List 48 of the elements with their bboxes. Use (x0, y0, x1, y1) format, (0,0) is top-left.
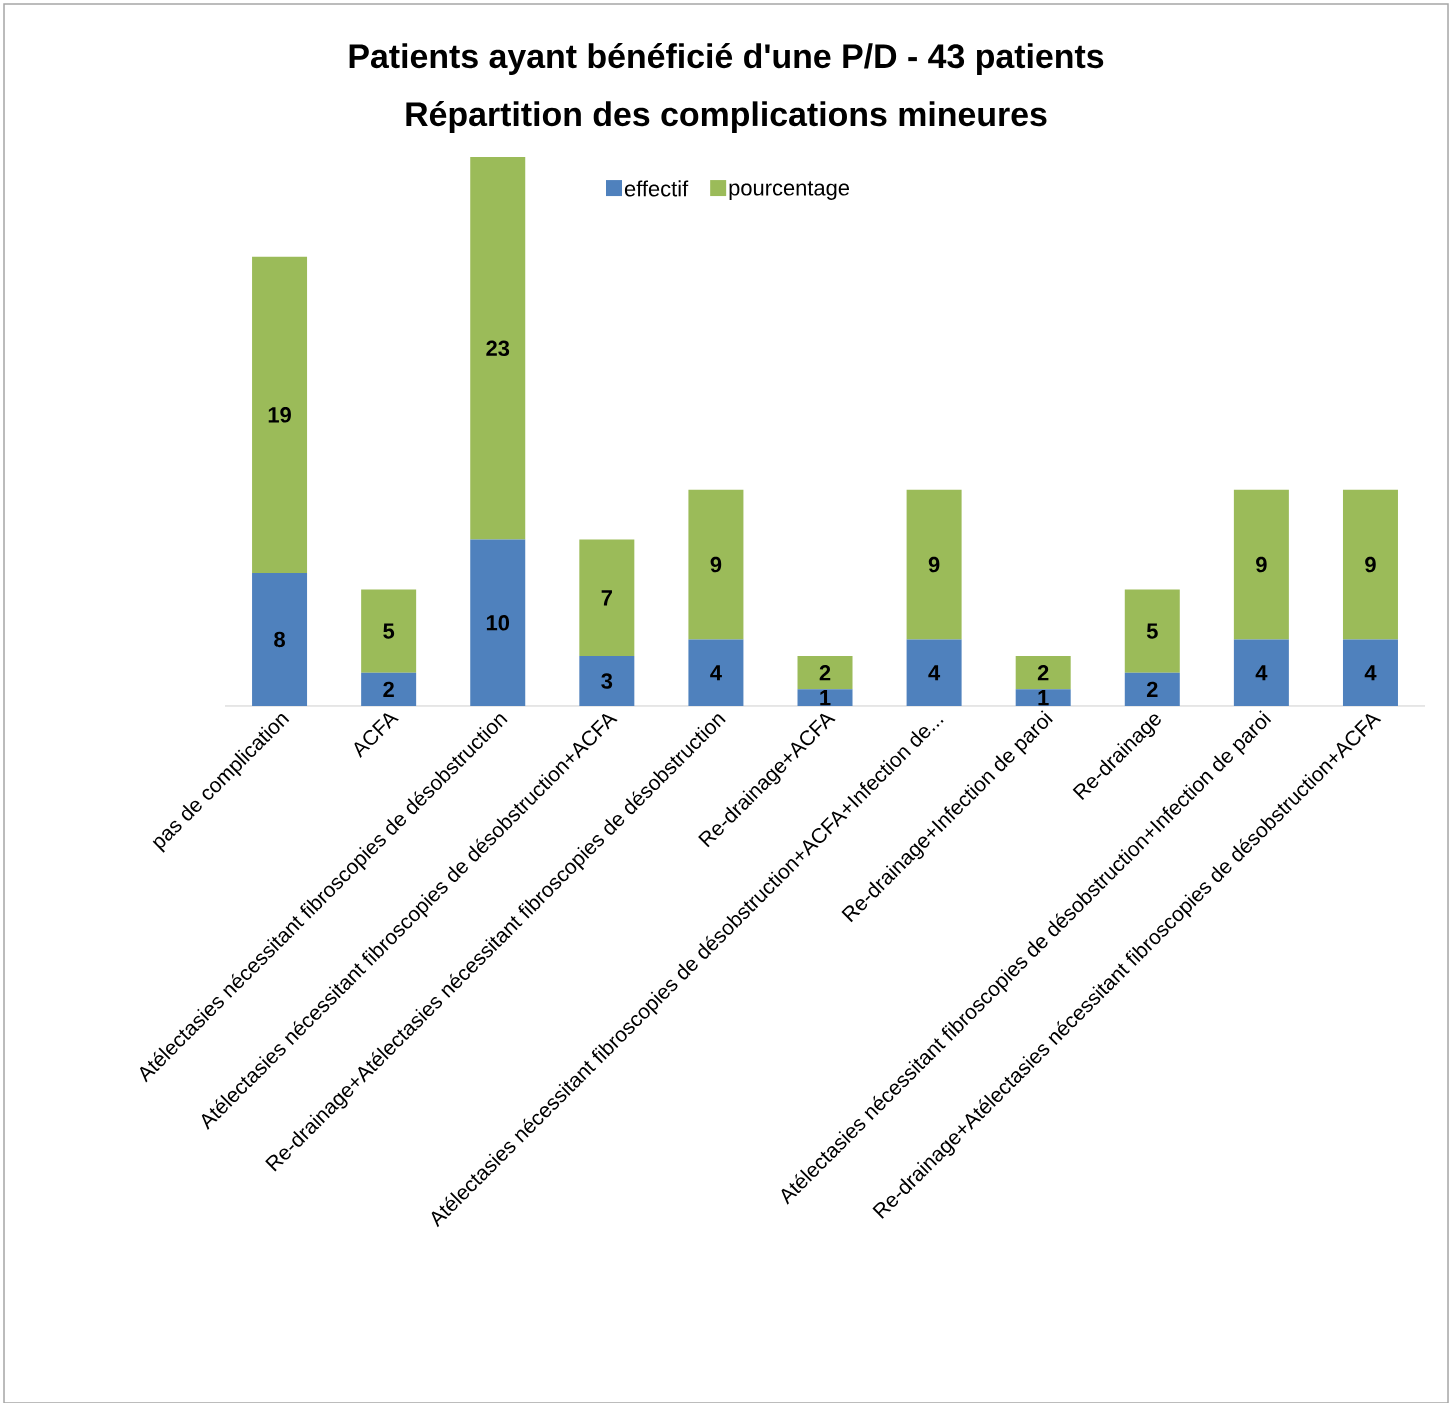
bar (1233, 489, 1289, 640)
data-label: 1 (820, 690, 831, 706)
data-label: 7 (601, 590, 612, 606)
data-label: 2 (1037, 665, 1049, 681)
bar (579, 656, 635, 706)
bar (252, 256, 308, 573)
bar (1124, 672, 1180, 706)
bar (906, 489, 962, 640)
bar (361, 589, 417, 673)
bar (579, 539, 635, 657)
bar (1342, 639, 1398, 706)
chart-title: Patients ayant bénéficié d'une P/D - 43 patients (349, 43, 1104, 75)
bar (1342, 489, 1398, 640)
data-label: 9 (710, 556, 722, 573)
data-label: 1 (1038, 690, 1049, 706)
data-label: 5 (1146, 623, 1158, 639)
data-label: 4 (1364, 665, 1377, 681)
bar (1233, 639, 1289, 706)
bar (470, 156, 526, 540)
legend-label: pourcentage (729, 181, 850, 200)
bar (1015, 689, 1071, 706)
data-label: 4 (928, 665, 941, 681)
legend-label: effectif (624, 180, 689, 197)
bar (688, 639, 744, 706)
data-label: 8 (274, 631, 285, 648)
bar (470, 539, 526, 706)
data-label: 2 (819, 665, 831, 681)
bar (361, 672, 417, 706)
bar (688, 489, 744, 640)
data-label: 2 (1146, 681, 1158, 697)
chart-subtitle: Répartition des complications mineures (406, 101, 1047, 133)
data-label: 9 (1365, 556, 1376, 573)
data-label: 19 (268, 407, 291, 423)
data-label: 4 (710, 665, 722, 681)
bar (252, 572, 308, 706)
data-label: 2 (383, 681, 394, 697)
data-label: 9 (1256, 556, 1267, 573)
data-label: 23 (486, 340, 510, 357)
data-label: 4 (1255, 665, 1268, 681)
bar (797, 656, 853, 690)
bar (797, 689, 853, 706)
bar (1015, 656, 1071, 690)
bar (906, 639, 962, 706)
data-label: 5 (383, 623, 395, 639)
data-label: 9 (928, 556, 940, 573)
data-label: 10 (486, 615, 510, 631)
bar (1124, 589, 1180, 673)
data-label: 3 (601, 673, 613, 689)
